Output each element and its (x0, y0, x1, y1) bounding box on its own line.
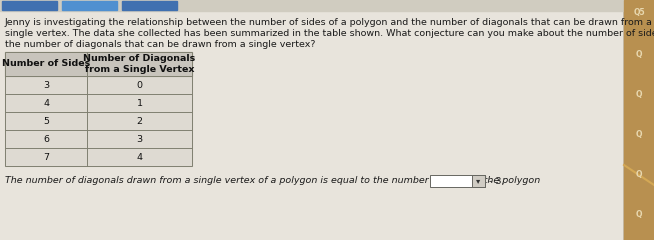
Text: 7: 7 (43, 152, 49, 162)
Text: Q: Q (636, 90, 642, 99)
Text: Q: Q (636, 130, 642, 139)
Text: The number of diagonals drawn from a single vertex of a polygon is equal to the : The number of diagonals drawn from a sin… (5, 176, 540, 185)
Text: Jenny is investigating the relationship between the number of sides of a polygon: Jenny is investigating the relationship … (5, 18, 653, 27)
Text: ▾: ▾ (476, 176, 481, 186)
Bar (62, 1, 117, 10)
Bar (5, 52, 192, 76)
Bar (430, 175, 485, 187)
Text: Q: Q (636, 210, 642, 219)
Text: 3: 3 (43, 80, 49, 90)
Text: Number of Sides: Number of Sides (2, 60, 90, 68)
Text: Q: Q (636, 50, 642, 59)
Text: the number of diagonals that can be drawn from a single vertex?: the number of diagonals that can be draw… (5, 40, 315, 49)
Bar (5, 52, 192, 166)
Text: 1: 1 (137, 98, 143, 108)
Text: 6: 6 (43, 134, 49, 144)
Bar (122, 1, 177, 10)
Bar (472, 175, 485, 187)
Text: 4: 4 (43, 98, 49, 108)
Text: 0: 0 (137, 80, 143, 90)
Bar (5, 52, 192, 166)
Text: single vertex. The data she collected has been summarized in the table shown. Wh: single vertex. The data she collected ha… (5, 29, 654, 38)
Bar (624, 0, 654, 240)
Text: 4: 4 (137, 152, 143, 162)
Text: Q5: Q5 (633, 8, 645, 17)
Text: Number of Diagonals
from a Single Vertex: Number of Diagonals from a Single Vertex (83, 54, 196, 74)
Text: 2: 2 (137, 116, 143, 126)
Text: - 3.: - 3. (489, 178, 504, 186)
Bar (0, 0, 654, 11)
Text: 3: 3 (137, 134, 143, 144)
Text: Q: Q (636, 170, 642, 179)
Text: 5: 5 (43, 116, 49, 126)
Bar (2, 1, 57, 10)
